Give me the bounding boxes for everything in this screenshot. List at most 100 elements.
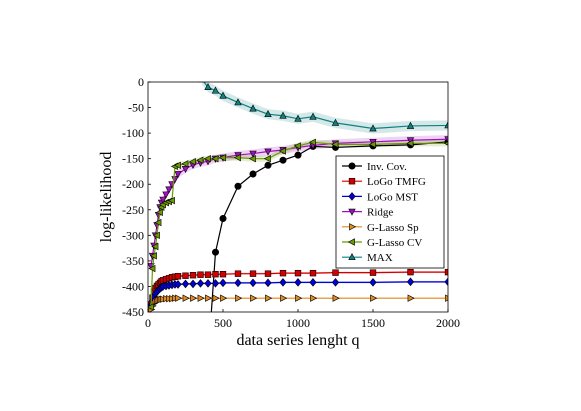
- data-point-logo-mst: [219, 278, 227, 288]
- data-point-logo-mst: [181, 279, 190, 289]
- data-point-g-lasso-cv: [211, 154, 219, 163]
- data-point-max: [369, 124, 377, 132]
- legend-label-max: MAX: [367, 252, 393, 264]
- x-tick-label: 500: [214, 316, 232, 330]
- data-point-g-lasso-cv: [443, 141, 448, 146]
- legend-marker-logo-tmfg: [348, 178, 356, 185]
- data-point-logo-tmfg: [197, 271, 204, 278]
- data-point-g-lasso-cv: [278, 147, 286, 155]
- data-point-g-lasso-sp: [182, 294, 190, 302]
- data-point-logo-tmfg: [204, 271, 212, 278]
- data-point-inv-cov-: [279, 156, 287, 164]
- x-tick-label: 2000: [436, 316, 460, 330]
- data-point-g-lasso-sp: [295, 294, 303, 302]
- data-point-g-lasso-cv: [331, 140, 339, 149]
- x-tick-label: 1500: [361, 316, 385, 330]
- y-tick-label: -350: [122, 254, 144, 268]
- data-point-logo-mst: [309, 278, 317, 287]
- data-point-ridge: [162, 191, 170, 199]
- data-point-logo-mst: [369, 278, 377, 287]
- data-point-logo-mst: [331, 278, 340, 287]
- data-point-logo-tmfg: [332, 269, 339, 276]
- data-point-logo-tmfg: [407, 268, 414, 276]
- data-point-g-lasso-cv: [368, 140, 376, 149]
- legend-marker-inv-cov-: [348, 162, 356, 170]
- data-point-logo-tmfg: [219, 270, 227, 278]
- data-point-g-lasso-cv: [155, 208, 163, 217]
- data-point-logo-tmfg: [212, 270, 219, 278]
- data-point-logo-tmfg: [182, 272, 189, 279]
- data-point-ridge: [174, 171, 182, 179]
- data-point-ridge: [444, 136, 448, 144]
- y-tick-label: -150: [122, 152, 144, 166]
- data-point-g-lasso-cv: [233, 153, 241, 162]
- data-point-logo-mst: [444, 277, 448, 287]
- legend-label-logo-tmfg: LoGo TMFG: [367, 176, 426, 188]
- data-point-g-lasso-cv: [293, 142, 301, 150]
- data-point-g-lasso-sp: [175, 294, 183, 302]
- legend-label-g-lasso-cv: G-Lasso CV: [367, 237, 422, 249]
- data-point-max: [279, 111, 287, 119]
- data-point-g-lasso-sp: [445, 294, 448, 302]
- data-point-max: [444, 121, 448, 129]
- data-point-max: [198, 82, 206, 83]
- data-point-g-lasso-sp: [250, 294, 258, 302]
- legend: Inv. Cov. LoGo TMFG LoGo MST Ridge G-Lasso S…: [335, 155, 445, 269]
- y-tick-label: -100: [122, 126, 144, 140]
- data-point-ridge: [264, 148, 272, 156]
- y-tick-label: -50: [128, 101, 144, 115]
- legend-label-inv-cov-: Inv. Cov.: [367, 161, 407, 173]
- data-point-logo-mst: [264, 278, 272, 288]
- data-point-ridge: [249, 150, 257, 158]
- x-tick-label: 0: [145, 316, 151, 330]
- data-point-logo-tmfg: [309, 269, 317, 277]
- data-point-logo-mst: [279, 278, 287, 287]
- data-point-max: [219, 91, 227, 99]
- data-point-g-lasso-cv: [149, 252, 157, 260]
- data-point-inv-cov-: [219, 214, 227, 222]
- legend-marker-g-lasso-sp: [349, 223, 357, 231]
- data-point-g-lasso-sp: [197, 294, 205, 302]
- data-point-max: [331, 118, 340, 126]
- data-point-g-lasso-cv: [248, 154, 256, 163]
- data-point-g-lasso-sp: [220, 294, 228, 302]
- data-point-logo-mst: [406, 277, 415, 287]
- data-point-logo-tmfg: [189, 272, 197, 279]
- data-point-logo-tmfg: [279, 269, 287, 277]
- data-point-max: [211, 86, 220, 94]
- data-point-g-lasso-cv: [406, 139, 414, 148]
- data-point-g-lasso-cv: [152, 231, 160, 240]
- data-point-logo-tmfg: [369, 269, 377, 276]
- data-point-inv-cov-: [294, 151, 302, 159]
- data-point-g-lasso-cv: [148, 303, 154, 311]
- data-point-g-lasso-cv: [167, 196, 175, 205]
- data-point-g-lasso-cv: [263, 154, 271, 163]
- data-point-logo-mst: [174, 280, 182, 289]
- data-point-g-lasso-cv: [196, 156, 204, 164]
- y-tick-label: -450: [122, 305, 144, 319]
- legend-label-logo-mst: LoGo MST: [367, 191, 418, 203]
- data-point-g-lasso-sp: [265, 294, 273, 302]
- data-point-g-lasso-cv: [148, 264, 156, 273]
- data-point-inv-cov-: [212, 248, 220, 256]
- data-point-max: [204, 82, 212, 90]
- data-point-g-lasso-cv: [203, 154, 211, 163]
- data-point-logo-mst: [189, 279, 197, 289]
- data-point-g-lasso-sp: [310, 294, 318, 302]
- data-point-inv-cov-: [264, 161, 272, 169]
- data-point-logo-tmfg: [264, 270, 272, 277]
- data-point-max: [264, 110, 272, 118]
- data-point-g-lasso-cv: [218, 153, 226, 162]
- data-point-max: [309, 112, 317, 120]
- data-point-g-lasso-sp: [235, 294, 243, 302]
- axis-ticks: 0 500 1000 1500 2000 0 -50 -100 -150 -200 -250 -300…: [122, 75, 460, 330]
- legend-marker-ridge: [348, 208, 356, 216]
- data-point-g-lasso-sp: [407, 294, 415, 302]
- data-point-ridge: [159, 196, 167, 204]
- data-point-g-lasso-sp: [370, 294, 378, 302]
- data-point-logo-mst: [234, 278, 242, 288]
- data-point-max: [406, 121, 415, 129]
- data-point-g-lasso-cv: [173, 161, 181, 170]
- data-point-logo-tmfg: [234, 270, 242, 277]
- data-point-max: [294, 114, 302, 122]
